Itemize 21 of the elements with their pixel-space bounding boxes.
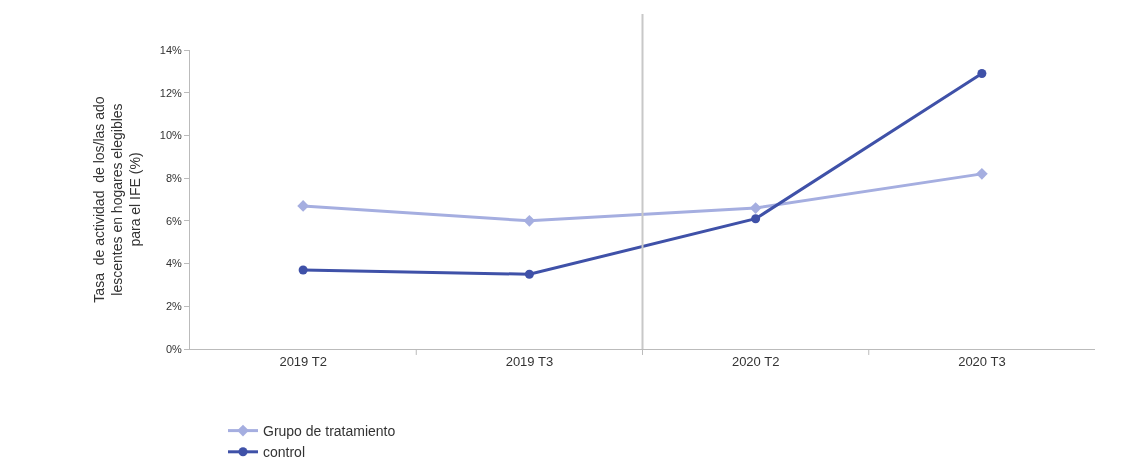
point xyxy=(976,168,988,180)
y-tick-label: 10% xyxy=(159,129,182,142)
y-axis-title: Tasa de actividad de los/las ado lescentes en hogares elegibles para el IFE (%) xyxy=(90,96,144,303)
y-tick-label: 6% xyxy=(165,214,183,227)
legend-label: Grupo de tratamiento xyxy=(263,423,396,440)
point xyxy=(977,68,987,78)
y-tick-label: 0% xyxy=(165,342,183,355)
point xyxy=(298,265,308,275)
legend-label: control xyxy=(263,444,306,461)
point xyxy=(297,200,309,212)
y-tick-label: 12% xyxy=(159,86,182,99)
y-tick-label: 8% xyxy=(165,171,183,184)
y-tick-label: 14% xyxy=(159,43,182,56)
point xyxy=(524,269,534,279)
point xyxy=(751,214,761,224)
x-tick-label: 2020 T2 xyxy=(731,353,780,369)
x-tick-label: 2019 T3 xyxy=(505,353,554,369)
y-tick-label: 2% xyxy=(165,300,183,313)
y-tick-label: 4% xyxy=(165,257,183,270)
x-tick-label: 2019 T2 xyxy=(279,353,327,369)
x-tick-label: 2020 T3 xyxy=(958,353,1006,369)
